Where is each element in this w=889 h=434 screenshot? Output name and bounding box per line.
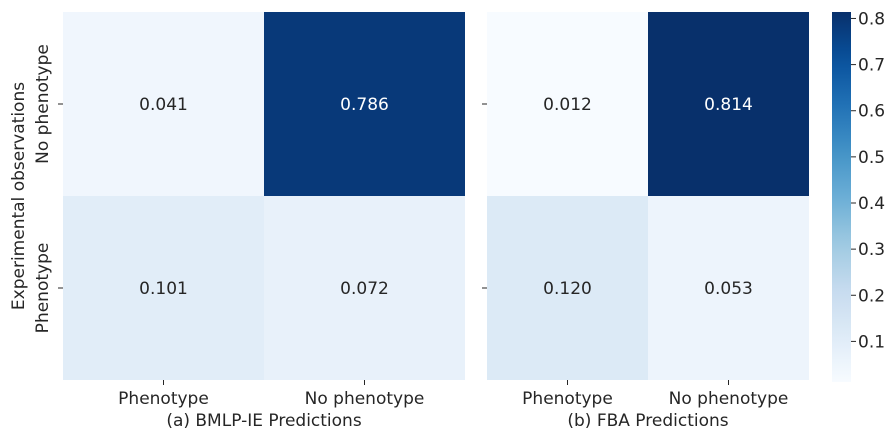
heatmap-panel-a: 0.041 0.786 0.101 0.072 No phenotype Phenotyp… xyxy=(33,12,465,431)
x-tick-label: No phenotype xyxy=(305,389,425,409)
heatmap-cell xyxy=(264,12,465,196)
colorbar-tick-label: 0.7 xyxy=(858,56,885,76)
heatmap-cell xyxy=(264,196,465,380)
heatmap-panel-b: 0.012 0.814 0.120 0.053 Phenotype No phenotyp… xyxy=(482,12,809,431)
colorbar-gradient xyxy=(832,12,851,382)
cell-value-label: 0.072 xyxy=(340,279,389,299)
cell-value-label: 0.041 xyxy=(139,95,188,115)
cell-value-label: 0.053 xyxy=(704,279,753,299)
colorbar-tick-label: 0.2 xyxy=(858,286,885,306)
colorbar-tick-label: 0.4 xyxy=(858,194,885,214)
heatmap-cell xyxy=(648,196,809,380)
colorbar: 0.1 0.2 0.3 0.4 0.5 0.6 0.7 0.8 xyxy=(832,9,885,382)
colorbar-tick-label: 0.1 xyxy=(858,332,885,352)
heatmap-cell xyxy=(487,196,648,380)
x-tick-label: No phenotype xyxy=(669,389,789,409)
cell-value-label: 0.120 xyxy=(543,279,592,299)
colorbar-tick-label: 0.6 xyxy=(858,102,885,122)
heatmap-cell xyxy=(63,12,264,196)
x-axis-label: (a) BMLP-IE Predictions xyxy=(166,411,362,430)
colorbar-tick-label: 0.5 xyxy=(858,148,885,168)
colorbar-tick-label: 0.8 xyxy=(858,9,885,29)
x-axis-label: (b) FBA Predictions xyxy=(567,411,728,430)
y-tick-label: No phenotype xyxy=(33,44,53,164)
colorbar-tick-label: 0.3 xyxy=(858,240,885,260)
cell-value-label: 0.814 xyxy=(704,95,753,115)
y-tick-label: Phenotype xyxy=(33,243,53,334)
cell-value-label: 0.786 xyxy=(340,95,389,115)
heatmap-cell xyxy=(487,12,648,196)
heatmap-cell xyxy=(63,196,264,380)
x-tick-label: Phenotype xyxy=(118,389,209,409)
cell-value-label: 0.012 xyxy=(543,95,592,115)
heatmap-cell xyxy=(648,12,809,196)
x-tick-label: Phenotype xyxy=(522,389,613,409)
y-axis-label: Experimental observations xyxy=(9,82,29,310)
cell-value-label: 0.101 xyxy=(139,279,188,299)
